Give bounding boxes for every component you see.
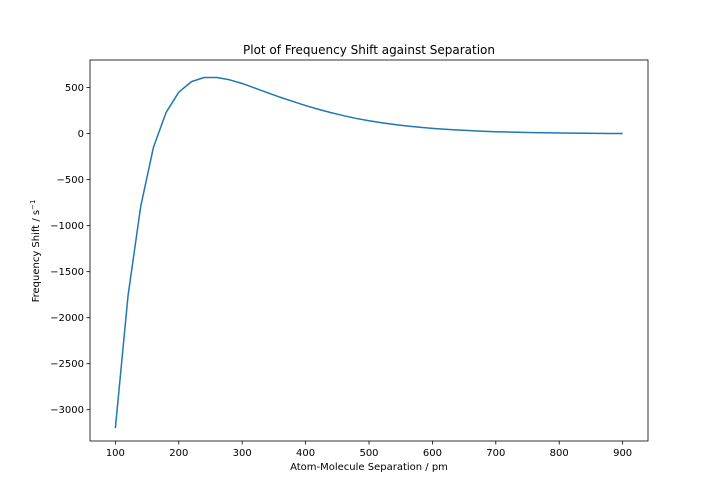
x-tick-label: 700 [486, 448, 505, 459]
x-tick-label: 800 [550, 448, 569, 459]
y-tick-label: −3000 [50, 405, 84, 416]
y-tick-label: −1000 [50, 221, 84, 232]
series-line [114, 76, 623, 429]
x-tick-label: 100 [106, 448, 125, 459]
x-tick-label: 300 [233, 448, 252, 459]
y-tick-label: 0 [78, 129, 84, 140]
y-tick-label: −1500 [50, 267, 84, 278]
y-tick-label: −500 [57, 175, 84, 186]
y-axis-label-main: Frequency Shift / s [31, 210, 42, 303]
x-axis-ticks: 100 200 300 400 500 600 700 800 900 [106, 441, 632, 459]
x-tick-label: 600 [423, 448, 442, 459]
x-tick-label: 200 [169, 448, 188, 459]
y-axis-ticks: 500 0 −500 −1000 −1500 −2000 −2500 −3000 [50, 83, 90, 416]
x-axis-label: Atom-Molecule Separation / pm [290, 462, 448, 473]
x-tick-label: 400 [296, 448, 315, 459]
y-tick-label: 500 [65, 83, 84, 94]
x-tick-label: 500 [359, 448, 378, 459]
y-axis-label-superscript: −1 [29, 200, 37, 210]
y-tick-label: −2500 [50, 359, 84, 370]
axes-frame [89, 59, 649, 442]
plot-area [114, 76, 623, 429]
chart-title: Plot of Frequency Shift against Separati… [243, 43, 495, 57]
y-tick-label: −2000 [50, 313, 84, 324]
y-axis-label: Frequency Shift / s−1 [29, 200, 42, 303]
x-tick-label: 900 [613, 448, 632, 459]
